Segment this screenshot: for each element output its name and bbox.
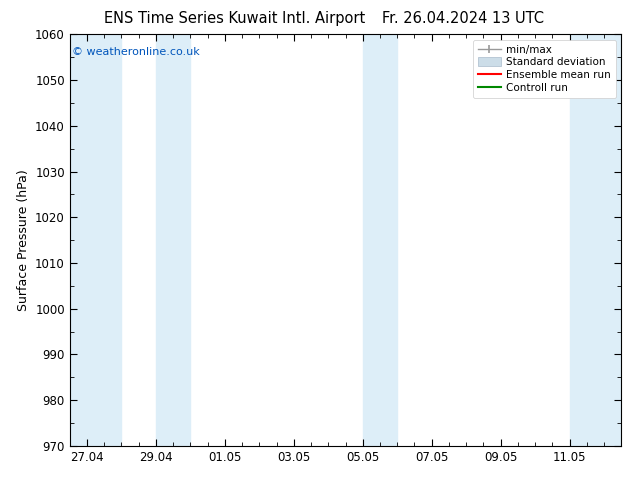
- Text: Fr. 26.04.2024 13 UTC: Fr. 26.04.2024 13 UTC: [382, 11, 544, 26]
- Bar: [156, 34, 190, 446]
- Legend: min/max, Standard deviation, Ensemble mean run, Controll run: min/max, Standard deviation, Ensemble me…: [473, 40, 616, 98]
- Bar: [569, 34, 621, 446]
- Text: ENS Time Series Kuwait Intl. Airport: ENS Time Series Kuwait Intl. Airport: [104, 11, 365, 26]
- Bar: [70, 34, 122, 446]
- Text: © weatheronline.co.uk: © weatheronline.co.uk: [72, 47, 200, 57]
- Y-axis label: Surface Pressure (hPa): Surface Pressure (hPa): [16, 169, 30, 311]
- Bar: [363, 34, 398, 446]
